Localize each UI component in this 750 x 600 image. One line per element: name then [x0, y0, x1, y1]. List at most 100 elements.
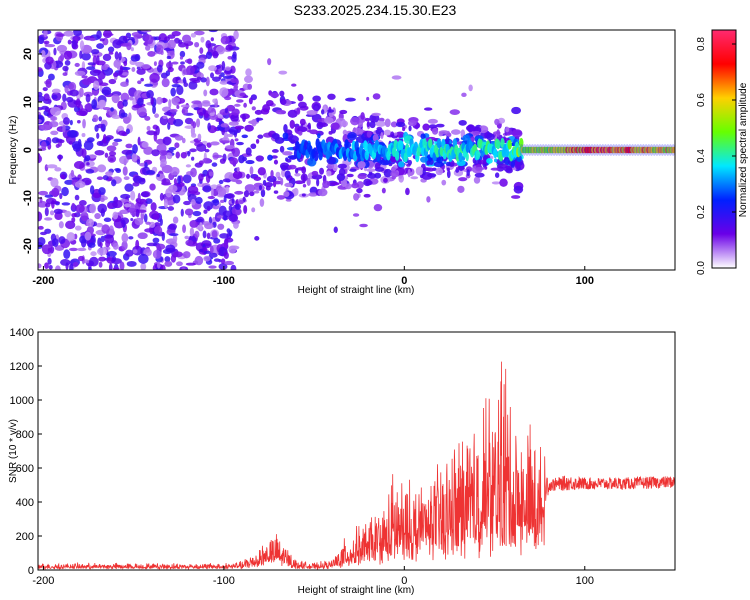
heatmap-cell — [210, 37, 214, 42]
heatmap-cell — [470, 136, 475, 143]
line-chart-x-tick-label: -200 — [32, 575, 54, 587]
heatmap-cell — [438, 130, 450, 135]
heatmap-cell — [266, 175, 277, 183]
heatmap-cell — [322, 180, 330, 189]
heatmap-cell — [62, 93, 67, 103]
heatmap-cell — [220, 199, 225, 203]
heatmap-cell — [210, 72, 215, 79]
heatmap-halo-cell — [541, 144, 546, 156]
heatmap-cell — [77, 119, 81, 124]
heatmap-cell — [223, 251, 229, 260]
heatmap-cell — [128, 112, 132, 122]
heatmap-halo-cell — [649, 144, 654, 156]
heatmap-cell — [183, 200, 191, 206]
heatmap-cell — [153, 226, 163, 235]
heatmap-cell — [338, 168, 346, 176]
heatmap-cell — [246, 173, 251, 179]
heatmap-cell — [136, 159, 141, 165]
heatmap-cell — [239, 92, 246, 97]
heatmap-cell — [224, 96, 232, 101]
heatmap-cell — [164, 256, 171, 263]
heatmap-ridge-cell — [436, 138, 442, 149]
heatmap-cell — [244, 124, 254, 132]
heatmap-cell — [243, 102, 247, 108]
heatmap-cell — [140, 77, 144, 82]
heatmap-cell — [177, 175, 182, 185]
heatmap-cell — [151, 149, 160, 157]
heatmap-cell — [208, 171, 214, 177]
heatmap-cell — [311, 170, 319, 176]
heatmap-cell — [228, 214, 239, 222]
heatmap-cell — [366, 168, 376, 172]
line-chart-y-tick-label: 1000 — [10, 395, 34, 407]
heatmap-halo-cell — [533, 144, 538, 156]
line-chart-y-tick-label: 600 — [16, 463, 34, 475]
spectrogram-heatmap — [38, 30, 675, 270]
heatmap-cell — [171, 61, 179, 65]
heatmap-cell — [97, 203, 107, 214]
heatmap-cell — [234, 203, 241, 210]
heatmap-cell — [243, 204, 248, 214]
heatmap-cell — [496, 163, 507, 169]
heatmap-cell — [130, 190, 136, 201]
heatmap-cell — [98, 116, 103, 122]
heatmap-cell — [131, 153, 138, 162]
heatmap-cell — [132, 249, 138, 254]
heatmap-cell — [426, 167, 435, 172]
heatmap-cell — [86, 162, 90, 166]
heatmap-cell — [119, 65, 124, 75]
heatmap-cell — [198, 173, 204, 182]
heatmap-cell — [167, 39, 176, 50]
heatmap-cell — [297, 126, 308, 133]
heatmap-cell — [91, 99, 98, 110]
heatmap-cell — [196, 76, 202, 81]
heatmap-cell — [154, 113, 160, 118]
heatmap-cell — [74, 62, 80, 68]
heatmap-cell — [101, 224, 110, 234]
heatmap-ridge-cell — [399, 140, 404, 151]
heatmap-cell — [99, 241, 103, 248]
heatmap-cell — [175, 151, 180, 159]
heatmap-cell — [270, 92, 280, 98]
heatmap-cell — [74, 180, 86, 189]
heatmap-cell — [96, 123, 104, 129]
heatmap-cell — [245, 147, 252, 156]
heatmap-cell — [210, 187, 214, 198]
heatmap-cell — [242, 156, 247, 162]
heatmap-halo-cell — [530, 144, 535, 156]
heatmap-halo-cell — [598, 144, 603, 156]
heatmap-x-tick-label: -100 — [213, 275, 235, 287]
heatmap-cell — [317, 133, 321, 139]
heatmap-cell — [242, 196, 246, 203]
heatmap-cell — [200, 77, 207, 83]
heatmap-cell — [125, 143, 133, 149]
heatmap-cell — [96, 30, 102, 40]
heatmap-cell — [61, 202, 71, 206]
heatmap-cell — [307, 157, 317, 167]
snr-series-line — [38, 361, 675, 570]
heatmap-cell — [360, 112, 365, 120]
heatmap-cell — [190, 132, 197, 138]
heatmap-cell — [119, 261, 125, 270]
line-chart-y-tick-label: 200 — [16, 531, 34, 543]
heatmap-cell — [182, 251, 191, 259]
heatmap-cell — [505, 168, 513, 174]
heatmap-cell — [223, 131, 228, 140]
heatmap-cell — [139, 112, 148, 116]
heatmap-cell — [223, 240, 229, 249]
heatmap-cell — [128, 96, 134, 101]
heatmap-cell — [150, 202, 157, 212]
heatmap-cell — [189, 148, 197, 153]
colorbar-label: Normalized spectral amplitude — [738, 82, 749, 217]
heatmap-cell — [209, 88, 219, 96]
heatmap-cell — [350, 116, 360, 126]
heatmap-cell — [235, 99, 244, 103]
heatmap-cell — [45, 202, 51, 208]
heatmap-cell — [159, 149, 167, 156]
heatmap-cell — [494, 118, 500, 126]
heatmap-cell — [450, 129, 461, 135]
heatmap-cell — [172, 234, 178, 243]
heatmap-halo-cell — [568, 144, 573, 156]
heatmap-cell — [244, 75, 253, 84]
heatmap-cell — [122, 99, 128, 107]
